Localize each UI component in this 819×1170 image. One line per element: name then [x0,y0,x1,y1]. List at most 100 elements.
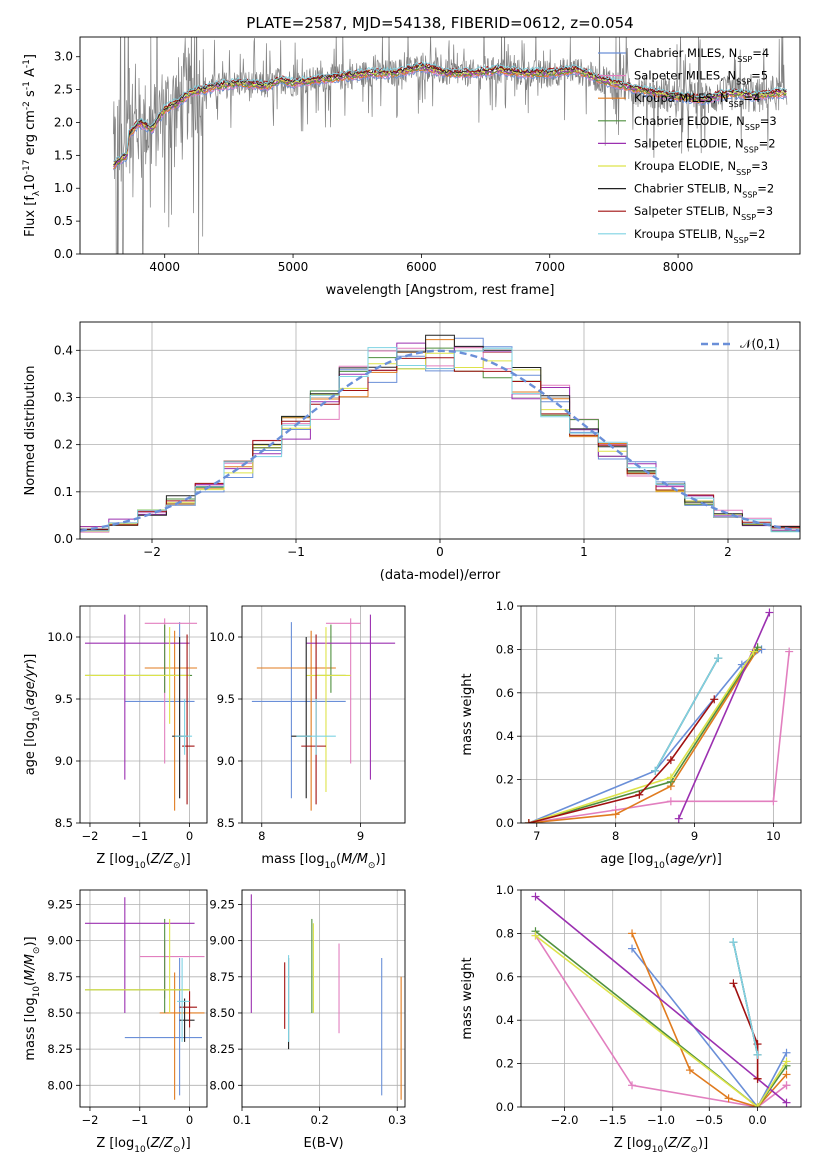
label-text: Kroupa ELODIE, N [634,159,736,173]
gridlines [80,322,800,540]
label-text: =5 [751,69,768,83]
y-tick-label: 9.00 [209,934,235,948]
x-axis-label: (data-model)/error [380,568,501,583]
errorbar-kroupa_miles [144,630,198,811]
plot-area [84,614,198,811]
subscript: 10 [134,861,146,871]
plot-area [251,614,396,811]
mass-weight-series-kroupa_elodie [524,647,758,823]
plot-area [524,608,794,823]
label-text: Salpeter STELIB, N [634,204,741,218]
x-tick-label: 1 [580,545,588,559]
y-tick-label: 10.0 [47,630,73,644]
axes-mass_vs_Z: −2 −1 08.008.258.508.759.009.25Z [log10(Z/… [23,889,208,1155]
x-tick-label: 5000 [278,260,309,274]
errorbar-chabrier_stelib [291,637,312,799]
subscript: SSP [729,100,744,109]
label-text: =2 [749,227,766,241]
label-text: ( [665,852,670,867]
axes-border [241,605,406,824]
y-axis-label: mass weight [460,673,475,755]
series-line [528,651,790,823]
label-text: =2 [759,136,776,150]
superscript: -17 [22,160,32,175]
label-text: Z [log [614,1136,652,1151]
axes-age_vs_Z: −2 −1 08.59.09.510.0Z [log10(Z/Z⊙)]age [lo… [23,605,208,871]
x-tick-label: 8 [258,829,265,843]
axes-border [79,889,208,1108]
subscript: SSP [744,145,759,154]
x-tick-label: −1 [131,829,148,843]
math-text: age/yr [670,852,713,867]
x-tick-label: 0.0 [748,1113,766,1127]
x-tick-label: 7 [533,829,540,843]
y-tick-label: 9.25 [47,897,73,911]
legend-label-kroupa_elodie: Kroupa ELODIE, NSSP=3 [634,159,768,177]
x-tick-label: −1.0 [647,1113,675,1127]
errorbar-chabrier_elodie [316,624,346,693]
y-tick-label: 0.4 [496,1013,514,1027]
label-text: Normed distribution [23,366,38,496]
y-tick-label: 0.0 [496,1100,514,1114]
axes-border [79,605,208,824]
residual-legend: 𝒩(0,1) [701,337,780,351]
gaussian-reference-curve [80,349,800,532]
x-tick-label: 9 [691,829,698,843]
errorbar-kroupa_stelib [174,699,193,755]
y-tick-label: 0.8 [496,642,514,656]
series-line [631,948,788,1107]
errorbar-chabrier_elodie [84,624,193,693]
subscript: ⊙ [368,861,376,871]
residual-histogram-kroupa_stelib [80,347,800,533]
x-tick-label: 0.1 [233,1113,251,1127]
errorbar-kroupa_elodie [84,627,190,724]
axes-mass_vs_ebv: 0.1 0.2 0.3 8.00 8.25 8.50 8.75 9.00 9.25 E(B-V) [209,889,406,1151]
legend-label-salpeter_stelib: Salpeter STELIB, NSSP=3 [634,204,773,222]
model-spectrum-salpeter_elodie [113,65,787,168]
subscript: SSP [737,55,752,64]
errorbar-kroupa_stelib [296,699,336,755]
y-tick-label: 0.1 [54,485,73,499]
x-tick-label: 10 [766,829,781,843]
y-tick-label: 0.4 [496,729,514,743]
series-line [535,934,788,1107]
y-tick-label: 9.0 [55,754,73,768]
errorbar-salpeter_elodie [84,614,190,780]
y-tick-label: 9.00 [47,934,73,948]
axis-frame: −2 −1 0 1 2 0.0 0.1 0.2 0.3 0.4 (data-model)/error… [23,321,801,583]
label-text: )] [712,852,722,867]
x-tick-label: 8000 [663,260,694,274]
mass-weight-series-salpeter_stelib [729,979,762,1083]
label-text: mass [log [23,997,38,1060]
gridlines [521,889,801,1108]
label-text: ( [663,1136,668,1151]
axes-border [520,889,802,1108]
label-text: ( [146,1136,151,1151]
y-tick-label: 0.5 [54,214,73,228]
label-text: s [23,90,38,101]
y-tick-label: 10.0 [209,630,235,644]
subscript: ⊙ [690,1145,698,1155]
y-tick-label: 8.75 [209,970,235,984]
x-tick-label: −2.0 [550,1113,578,1127]
label-text: (data-model)/error [380,568,501,583]
series-line [528,648,759,823]
errorbar-salpeter_elodie [84,897,195,1013]
math-text: Z/Z [150,852,174,867]
label-text: =3 [756,204,773,218]
x-tick-label: −1.5 [599,1113,627,1127]
y-tick-label: 0.0 [496,816,514,830]
label-text: mass weight [460,957,475,1039]
y-tick-label: 8.50 [47,1006,73,1020]
y-tick-label: 9.5 [217,692,235,706]
legend-label-salpeter_elodie: Salpeter ELODIE, NSSP=2 [634,136,776,154]
superscript: -1 [22,59,32,68]
math-text: age/yr [23,662,38,705]
subscript: λ [32,190,42,196]
y-tick-label: 0.6 [496,970,514,984]
label-text: Z [log [96,852,134,867]
x-tick-label: 2 [724,545,732,559]
x-axis-label: wavelength [Angstrom, rest frame] [326,283,555,298]
y-tick-label: 0.8 [496,926,514,940]
